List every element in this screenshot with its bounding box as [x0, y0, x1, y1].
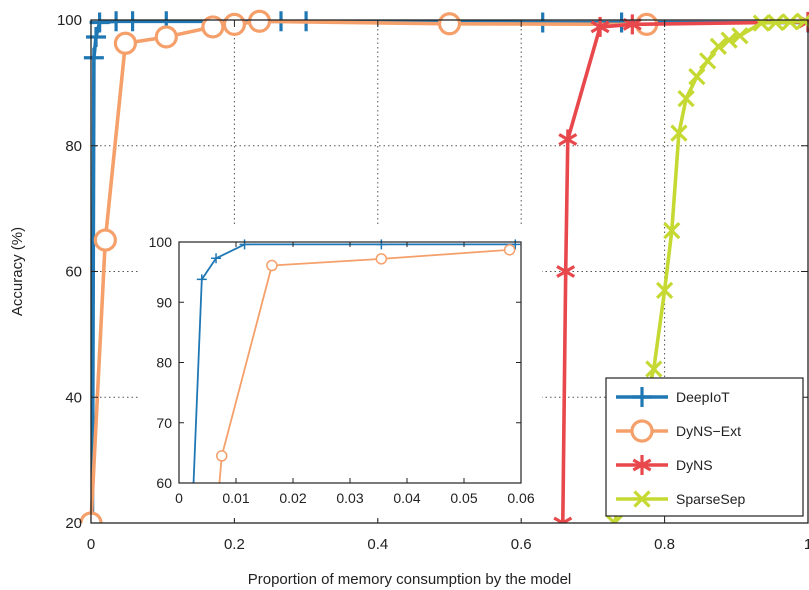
main-point-dyns-ext — [437, 12, 462, 36]
y-tick-label: 20 — [65, 515, 82, 532]
inset-point-dyns-ext — [216, 450, 228, 462]
inset-y-tick-label: 60 — [156, 475, 172, 491]
y-tick-label: 80 — [65, 138, 82, 155]
legend-label: SparseSep — [676, 491, 745, 507]
main-series — [79, 9, 809, 523]
inset-point-dyns-ext — [503, 244, 516, 256]
legend-label: DeepIoT — [676, 389, 730, 405]
inset-axis-ticks: 0 0.01 0.02 0.03 0.04 0.05 0.06 60 70 80 90 100 — [149, 234, 535, 506]
legend-entry-sparsesep: SparseSep — [616, 490, 745, 508]
inset-line-deepiot — [192, 243, 516, 483]
main-series-dyns-ext — [79, 9, 659, 523]
inset-series-deepiot — [192, 239, 521, 483]
main-point-sparsesep — [731, 27, 749, 45]
x-tick-label: 0.6 — [511, 536, 532, 553]
main-point-dyns-ext — [247, 9, 272, 33]
main-point-sparsesep — [767, 13, 785, 32]
main-point-dyns — [622, 14, 642, 35]
legend-entry-deepiot: DeepIoT — [616, 387, 730, 407]
x-tick-label: 0.8 — [654, 536, 675, 553]
x-tick-label: 0.2 — [224, 536, 245, 553]
main-point-dyns — [556, 261, 576, 282]
x-axis-label: Proportion of memory consumption by the … — [248, 571, 572, 588]
inset-point-deepiot — [211, 253, 222, 264]
inset-point-deepiot — [510, 239, 521, 250]
main-point-dyns — [558, 129, 578, 150]
inset-background — [140, 226, 542, 518]
main-point-dyns — [553, 513, 573, 523]
inset-x-tick-label: 0.01 — [222, 490, 249, 506]
inset-y-tick-label: 100 — [149, 234, 173, 250]
inset-x-tick-label: 0.02 — [279, 490, 306, 506]
inset-x-tick-label: 0 — [175, 490, 183, 506]
inset-x-tick-label: 0.06 — [507, 490, 534, 506]
main-series-dyns — [553, 11, 809, 523]
main-point-deepiot — [122, 11, 143, 32]
legend-entry-dyns-ext: DyNS−Ext — [616, 419, 741, 443]
legend-label: DyNS — [676, 457, 713, 473]
main-point-sparsesep — [670, 124, 688, 142]
inset-y-tick-label: 90 — [156, 294, 172, 310]
main-point-sparsesep — [709, 37, 728, 56]
inset-x-tick-label: 0.04 — [393, 490, 420, 506]
inset-point-dyns-ext — [375, 253, 388, 265]
x-tick-label: 0 — [87, 536, 95, 553]
main-point-sparsesep — [663, 221, 681, 240]
main-point-sparsesep — [688, 67, 706, 86]
main-point-dyns-ext — [113, 31, 138, 55]
main-point-sparsesep — [698, 52, 717, 70]
main-line-dyns — [561, 20, 809, 523]
main-point-sparsesep — [781, 13, 799, 31]
inset-series — [192, 239, 521, 483]
inset-series-dyns-ext — [216, 244, 516, 483]
inset-point-deepiot — [239, 239, 250, 250]
main-point-dyns-ext — [93, 228, 117, 252]
inset-point-dyns-ext — [266, 259, 278, 272]
inset-point-deepiot — [196, 274, 207, 285]
inset-x-tick-label: 0.03 — [336, 490, 363, 506]
x-tick-label: 0.4 — [367, 536, 388, 553]
main-point-sparsesep — [795, 12, 809, 30]
main-point-deepiot — [86, 26, 107, 47]
legend-label: DyNS−Ext — [676, 423, 741, 439]
legend-swatch-marker — [632, 455, 652, 475]
legend-swatch-marker — [632, 387, 652, 407]
legend-box — [605, 377, 804, 517]
inset-x-tick-label: 0.05 — [450, 490, 477, 506]
y-tick-label: 100 — [57, 12, 82, 29]
legend: DeepIoT DyNS−Ext DyNS SparseSep — [605, 377, 804, 517]
main-point-sparsesep — [655, 281, 674, 299]
y-tick-label: 40 — [65, 389, 82, 406]
inset-y-tick-label: 70 — [156, 415, 172, 431]
main-point-dyns-ext — [154, 25, 178, 49]
main-point-dyns-ext — [201, 15, 225, 39]
main-point-sparsesep — [677, 89, 695, 108]
legend-swatch-marker — [633, 490, 651, 508]
inset-y-tick-label: 80 — [156, 355, 172, 371]
main-point-sparsesep — [720, 31, 738, 49]
main-point-sparsesep — [645, 360, 663, 378]
main-series-sparsesep — [605, 12, 809, 523]
main-point-deepiot — [83, 47, 104, 68]
x-tick-label: 1 — [804, 536, 809, 553]
main-point-sparsesep — [752, 14, 771, 32]
main-point-sparsesep — [605, 514, 624, 523]
y-axis-label: Accuracy (%) — [9, 227, 26, 316]
inset-chart: 0 0.01 0.02 0.03 0.04 0.05 0.06 60 70 80 90 100 — [140, 226, 542, 518]
main-axis-ticks: 0 0.2 0.4 0.6 0.8 1 20 40 60 80 100 — [57, 12, 809, 553]
inset-point-deepiot — [376, 239, 387, 250]
legend-entry-dyns: DyNS — [616, 455, 713, 475]
y-tick-label: 60 — [65, 264, 82, 281]
legend-swatch-marker — [630, 419, 654, 443]
